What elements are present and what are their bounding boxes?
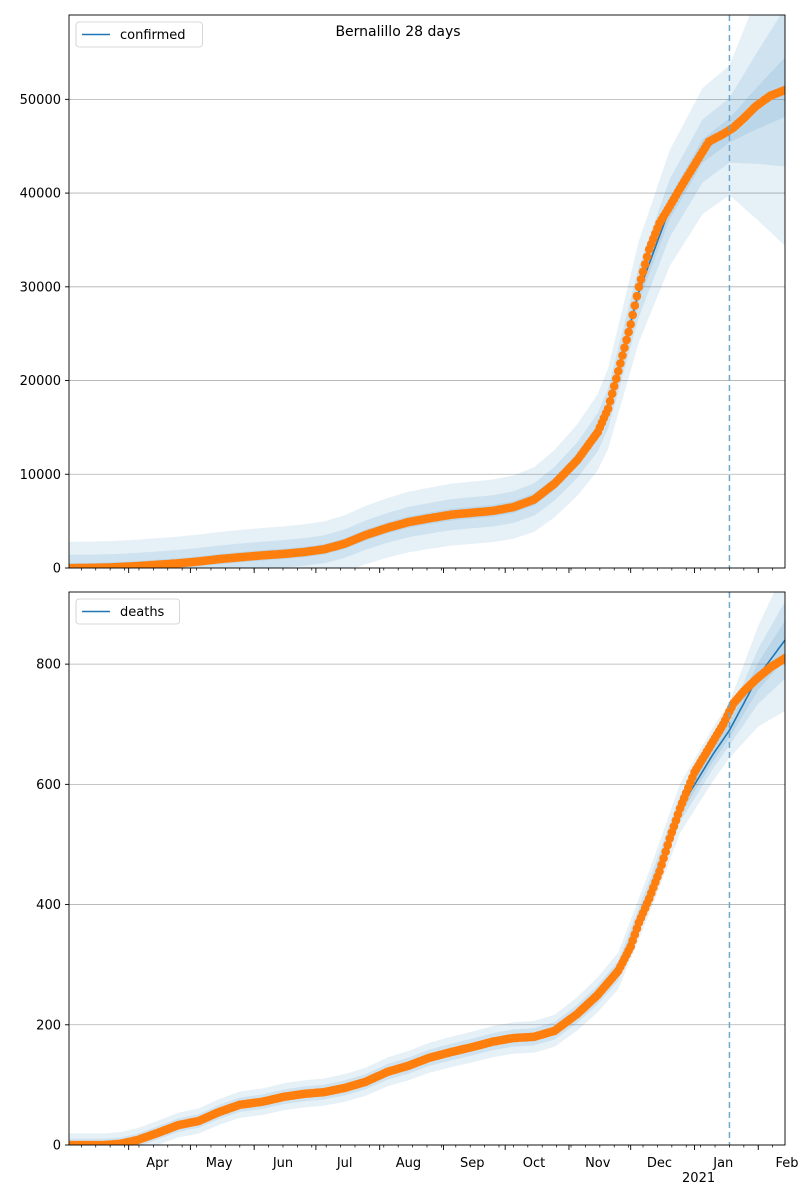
x-tick-label: Oct (523, 1156, 545, 1171)
x-tick-label: Jul (336, 1156, 353, 1171)
observed-point (628, 310, 637, 320)
legend-label: deaths (120, 605, 165, 620)
x-tick-label: Aug (396, 1156, 421, 1171)
y-tick-label: 50000 (20, 93, 61, 108)
figure-title: Bernalillo 28 days (335, 24, 460, 40)
observed-point (630, 301, 640, 310)
observed-point (657, 860, 666, 870)
year-label: 2021 (682, 1171, 715, 1186)
y-tick-label: 400 (36, 898, 61, 913)
uncertainty-band (69, 15, 785, 568)
observed-point (620, 343, 629, 353)
observed-point (636, 275, 646, 284)
x-tick-label: Feb (776, 1156, 799, 1171)
y-tick-label: 600 (36, 778, 61, 793)
x-tick-label: Apr (146, 1156, 169, 1171)
observed-point (642, 252, 652, 262)
confirmed-panel: 0 10000 20000 30000 40000 50000 confirmed (20, 14, 786, 577)
y-tick-label: 800 (36, 658, 61, 673)
y-tick-label: 30000 (20, 280, 61, 295)
legend-label: confirmed (120, 28, 186, 43)
x-tick-label: Jun (272, 1156, 293, 1171)
observed-point (607, 389, 617, 399)
axes-frame (68, 14, 786, 569)
observed-point (605, 396, 615, 406)
observed-point (616, 359, 625, 368)
observed-point (632, 291, 642, 301)
x-tick-label: May (206, 1156, 233, 1171)
observed-point (609, 381, 619, 391)
y-tick-label: 0 (53, 1139, 61, 1154)
deaths-panel: 0 200 400 600 800 Apr May Jun Jul Aug Sep Oct Nov Dec… (36, 591, 799, 1186)
observed-point (622, 335, 631, 345)
observed-point (655, 867, 664, 876)
observed-point (780, 85, 785, 95)
x-tick-label: Sep (460, 1156, 485, 1171)
observed-point (603, 404, 613, 414)
observed-point (634, 282, 644, 292)
y-tick-label: 0 (53, 562, 61, 577)
x-tick-label: Jan (712, 1156, 733, 1171)
observed-point (618, 351, 627, 360)
x-tick-label: Nov (585, 1156, 611, 1171)
legend: deaths (75, 598, 180, 625)
uncertainty-band (69, 601, 785, 1145)
x-tick-label: Dec (647, 1156, 672, 1171)
y-tick-label: 20000 (20, 374, 61, 389)
y-tick-label: 10000 (20, 468, 61, 483)
observed-point (640, 260, 650, 269)
observed-point (780, 653, 785, 663)
observed-point (638, 267, 648, 277)
observed-point (661, 847, 670, 856)
observed-point (659, 854, 668, 863)
observed-point (612, 374, 621, 384)
legend: confirmed (75, 21, 203, 48)
observed-point (663, 840, 672, 850)
observed-point (626, 320, 635, 329)
observed-point (614, 366, 623, 376)
y-tick-label: 200 (36, 1018, 61, 1033)
y-tick-label: 40000 (20, 187, 61, 202)
observed-point (624, 327, 633, 337)
uncertainty-band (69, 15, 785, 568)
